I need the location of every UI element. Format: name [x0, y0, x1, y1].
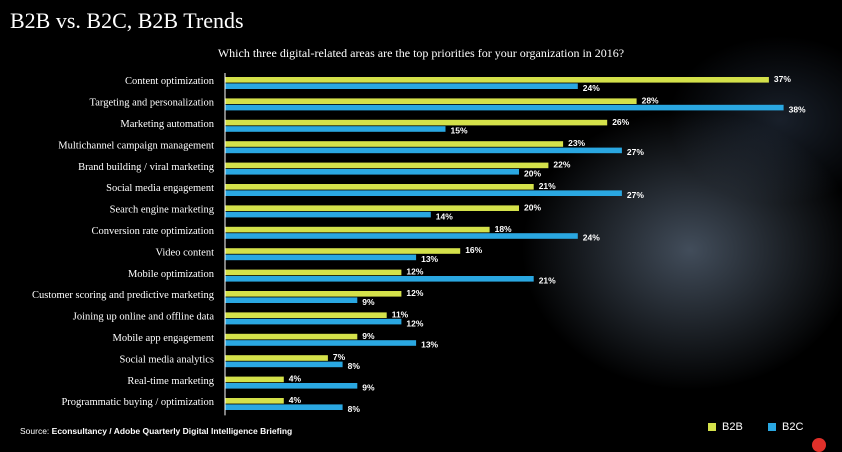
value-label-b2b: 37% — [774, 74, 791, 84]
bar-b2b — [225, 291, 402, 297]
bar-b2c — [225, 318, 402, 325]
bar-b2b — [225, 162, 549, 169]
bar-b2b — [225, 312, 387, 318]
value-label-b2b: 4% — [289, 374, 302, 384]
legend-b2c-label: B2C — [782, 421, 804, 433]
value-label-b2b: 12% — [406, 288, 423, 298]
bar-b2c — [225, 211, 431, 218]
category-label: Mobile app engagement — [113, 333, 215, 344]
bar-b2b — [225, 248, 461, 254]
value-label-b2b: 7% — [333, 352, 346, 362]
value-label-b2b: 21% — [539, 181, 556, 191]
category-label: Social media engagement — [106, 183, 214, 194]
bar-b2b — [225, 376, 284, 383]
category-label: Conversion rate optimization — [92, 226, 215, 237]
value-label-b2c: 13% — [421, 340, 438, 350]
value-label-b2c: 13% — [421, 254, 438, 264]
value-label-b2c: 27% — [627, 190, 644, 200]
bar-b2b — [225, 184, 534, 190]
bar-b2c — [225, 169, 519, 175]
bar-b2c — [225, 297, 358, 303]
value-label-b2b: 11% — [392, 309, 409, 319]
bar-b2b — [225, 141, 564, 147]
bar-b2b — [225, 77, 769, 83]
value-label-b2b: 22% — [553, 160, 570, 170]
bar-b2c — [225, 276, 534, 282]
value-label-b2c: 24% — [583, 83, 600, 93]
legend-b2b-swatch — [708, 423, 716, 431]
bar-b2c — [225, 147, 622, 154]
chart-subtitle: Which three digital-related areas are th… — [217, 46, 625, 60]
value-label-b2b: 16% — [465, 245, 482, 255]
value-label-b2c: 14% — [436, 211, 453, 221]
value-label-b2c: 9% — [362, 383, 375, 393]
category-label: Marketing automation — [120, 119, 214, 130]
value-label-b2c: 21% — [539, 276, 556, 286]
bar-b2c — [225, 83, 578, 89]
bar-b2c — [225, 404, 343, 410]
bar-b2b — [225, 98, 637, 104]
category-label: Brand building / viral marketing — [78, 162, 215, 173]
value-label-b2b: 12% — [406, 267, 423, 277]
bar-b2c — [225, 340, 417, 346]
category-label: Video content — [155, 247, 214, 258]
bar-b2c — [225, 383, 358, 389]
legend-b2b: B2B — [708, 421, 743, 433]
bar-b2c — [225, 104, 784, 111]
value-label-b2b: 9% — [362, 331, 375, 341]
source-note: Source: Econsultancy / Adobe Quarterly D… — [20, 426, 292, 436]
bar-b2b — [225, 119, 608, 126]
category-label: Multichannel campaign management — [58, 140, 214, 151]
slide-title: B2B vs. B2C, B2B Trends — [10, 8, 244, 33]
value-label-b2c: 20% — [524, 169, 541, 179]
category-label: Mobile optimization — [128, 269, 215, 280]
value-label-b2c: 27% — [627, 147, 644, 157]
source-prefix: Source: — [20, 426, 52, 436]
bar-b2c — [225, 190, 622, 196]
corner-logo-mark — [812, 438, 826, 452]
category-label: Joining up online and offline data — [73, 312, 215, 323]
legend-b2c-swatch — [768, 423, 776, 431]
value-label-b2b: 23% — [568, 138, 585, 148]
legend-b2c: B2C — [768, 421, 803, 433]
value-label-b2b: 4% — [289, 395, 302, 405]
value-label-b2c: 38% — [789, 104, 806, 114]
category-label: Targeting and personalization — [90, 98, 215, 109]
category-label: Customer scoring and predictive marketin… — [32, 290, 215, 301]
bar-b2b — [225, 355, 328, 361]
bar-b2b — [225, 398, 284, 404]
value-label-b2c: 15% — [451, 126, 468, 136]
category-label: Search engine marketing — [110, 205, 215, 216]
value-label-b2c: 8% — [348, 404, 361, 414]
bar-b2b — [225, 226, 490, 233]
value-label-b2b: 20% — [524, 202, 541, 212]
bar-b2b — [225, 333, 358, 340]
category-label: Real-time marketing — [127, 376, 214, 387]
value-label-b2c: 24% — [583, 233, 600, 243]
value-label-b2b: 28% — [642, 95, 659, 105]
bar-b2c — [225, 126, 446, 132]
value-label-b2c: 8% — [348, 361, 361, 371]
bar-b2b — [225, 205, 519, 211]
value-label-b2b: 18% — [495, 224, 512, 234]
value-label-b2c: 9% — [362, 297, 375, 307]
bar-b2b — [225, 269, 402, 276]
category-label: Programmatic buying / optimization — [61, 397, 214, 408]
bar-b2c — [225, 254, 417, 261]
value-label-b2c: 12% — [406, 318, 423, 328]
bar-b2c — [225, 233, 578, 239]
bar-b2c — [225, 361, 343, 368]
value-label-b2b: 26% — [612, 117, 629, 127]
category-label: Social media analytics — [120, 354, 214, 365]
source-text: Econsultancy / Adobe Quarterly Digital I… — [51, 426, 293, 436]
legend-b2b-label: B2B — [722, 421, 743, 433]
category-label: Content optimization — [125, 76, 215, 87]
